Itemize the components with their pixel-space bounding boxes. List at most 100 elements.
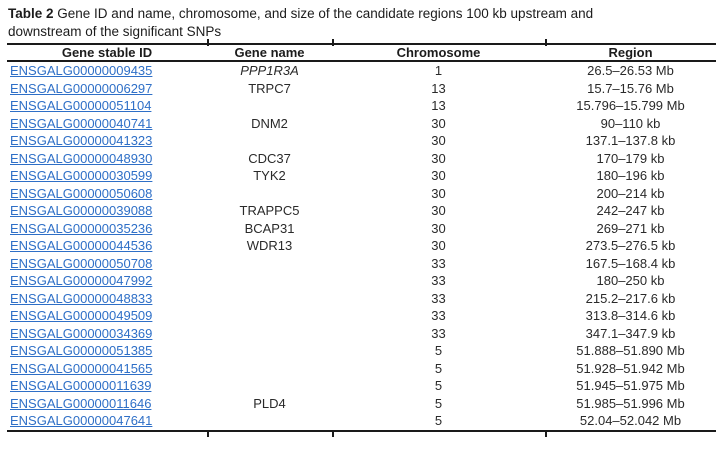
gene-id-cell: ENSGALG00000044536 [7, 237, 207, 255]
gene-id-link[interactable]: ENSGALG00000011639 [10, 378, 152, 393]
column-header-region: Region [545, 43, 716, 62]
chromosome-cell: 30 [431, 238, 446, 253]
gene-id-link[interactable]: ENSGALG00000011646 [10, 395, 152, 411]
table-caption: Table 2 Gene ID and name, chromosome, an… [8, 5, 716, 40]
gene-id-cell: ENSGALG00000009435 [7, 61, 207, 80]
table-row: ENSGALG00000009435 PPP1R3A 1 26.5–26.53 … [7, 61, 716, 80]
gene-id-link[interactable]: ENSGALG00000051385 [10, 343, 153, 358]
region-cell: 242–247 kb [596, 203, 665, 218]
column-divider-tick [332, 39, 334, 46]
gene-name-cell [207, 307, 332, 325]
table-row: ENSGALG00000035236 BCAP31 30 269–271 kb [7, 220, 716, 238]
chromosome-cell: 33 [431, 290, 446, 306]
gene-id-cell: ENSGALG00000011639 [7, 377, 207, 395]
chromosome-cell: 5 [434, 378, 443, 393]
chromosome-cell: 30 [431, 168, 446, 183]
chromosome-cell: 30 [431, 115, 446, 131]
gene-id-cell: ENSGALG00000048930 [7, 150, 207, 168]
gene-id-link[interactable]: ENSGALG00000009435 [10, 63, 153, 78]
gene-id-link[interactable]: ENSGALG00000035236 [10, 220, 153, 236]
gene-id-link[interactable]: ENSGALG00000047992 [10, 273, 153, 288]
gene-id-cell: ENSGALG00000051104 [7, 97, 207, 115]
column-header-gene-name: Gene name [207, 43, 332, 62]
chromosome-cell: 33 [431, 325, 446, 341]
table-row: ENSGALG00000006297 TRPC7 13 15.7–15.76 M… [7, 80, 716, 98]
region-cell: 51.928–51.942 Mb [576, 360, 685, 376]
chromosome-cell: 5 [434, 413, 443, 428]
gene-id-cell: ENSGALG00000048833 [7, 290, 207, 308]
table-row: ENSGALG00000011646 PLD4 5 51.985–51.996 … [7, 395, 716, 413]
table-row: ENSGALG00000049509 33 313.8–314.6 kb [7, 307, 716, 325]
gene-id-cell: ENSGALG00000034369 [7, 325, 207, 343]
column-header-chromosome: Chromosome [332, 43, 545, 62]
table-caption-label: Table 2 [8, 6, 54, 21]
gene-id-link[interactable]: ENSGALG00000041565 [10, 360, 153, 376]
gene-id-link[interactable]: ENSGALG00000034369 [10, 325, 153, 341]
candidate-regions-table: Gene stable ID Gene name Chromosome Regi… [7, 43, 716, 432]
table-body: ENSGALG00000009435 PPP1R3A 1 26.5–26.53 … [7, 61, 716, 431]
table-row: ENSGALG00000041323 30 137.1–137.8 kb [7, 132, 716, 150]
table-row: ENSGALG00000050708 33 167.5–168.4 kb [7, 255, 716, 273]
gene-id-link[interactable]: ENSGALG00000041323 [10, 133, 153, 148]
region-cell: 26.5–26.53 Mb [587, 63, 674, 78]
column-divider-tick [545, 431, 547, 437]
gene-id-link[interactable]: ENSGALG00000048930 [10, 150, 153, 166]
chromosome-cell: 5 [434, 395, 443, 411]
gene-name-cell: TRPC7 [248, 80, 291, 96]
gene-id-link[interactable]: ENSGALG00000049509 [10, 308, 153, 323]
gene-id-link[interactable]: ENSGALG00000030599 [10, 168, 153, 183]
candidate-regions-table-wrap: Gene stable ID Gene name Chromosome Regi… [7, 39, 716, 437]
region-cell: 215.2–217.6 kb [585, 290, 676, 306]
gene-id-link[interactable]: ENSGALG00000048833 [10, 290, 153, 306]
region-cell: 15.7–15.76 Mb [587, 80, 674, 96]
table-caption-text-line2: downstream of the significant SNPs [8, 23, 222, 39]
table-row: ENSGALG00000047641 5 52.04–52.042 Mb [7, 412, 716, 431]
gene-name-cell: PPP1R3A [240, 63, 299, 78]
gene-id-link[interactable]: ENSGALG00000039088 [10, 203, 153, 218]
chromosome-cell: 30 [431, 203, 446, 218]
region-cell: 51.888–51.890 Mb [576, 343, 685, 358]
column-divider-tick [332, 431, 334, 437]
gene-id-cell: ENSGALG00000040741 [7, 115, 207, 133]
region-cell: 15.796–15.799 Mb [576, 98, 685, 113]
gene-id-cell: ENSGALG00000041565 [7, 360, 207, 378]
gene-name-cell: DNM2 [251, 115, 288, 131]
region-cell: 90–110 kb [600, 115, 661, 131]
region-cell: 51.985–51.996 Mb [576, 395, 685, 411]
gene-name-cell [207, 325, 332, 343]
region-cell: 347.1–347.9 kb [585, 325, 676, 341]
document-page: Table 2 Gene ID and name, chromosome, an… [0, 5, 723, 451]
gene-id-link[interactable]: ENSGALG00000044536 [10, 238, 153, 253]
gene-name-cell [207, 377, 332, 395]
gene-id-cell: ENSGALG00000050608 [7, 185, 207, 203]
table-row: ENSGALG00000030599 TYK2 30 180–196 kb [7, 167, 716, 185]
region-cell: 313.8–314.6 kb [585, 308, 676, 323]
gene-id-link[interactable]: ENSGALG00000006297 [10, 80, 153, 96]
gene-id-cell: ENSGALG00000030599 [7, 167, 207, 185]
gene-id-link[interactable]: ENSGALG00000050708 [10, 255, 153, 271]
chromosome-cell: 1 [434, 63, 443, 78]
gene-id-cell: ENSGALG00000047992 [7, 272, 207, 290]
column-header-gene-stable-id: Gene stable ID [7, 43, 207, 62]
table-row: ENSGALG00000051385 5 51.888–51.890 Mb [7, 342, 716, 360]
chromosome-cell: 30 [431, 220, 446, 236]
gene-id-link[interactable]: ENSGALG00000050608 [10, 185, 153, 201]
column-divider-tick [207, 39, 209, 46]
gene-name-cell: PLD4 [253, 395, 286, 411]
gene-id-link[interactable]: ENSGALG00000047641 [10, 413, 153, 428]
region-cell: 273.5–276.5 kb [585, 238, 676, 253]
gene-name-cell [207, 255, 332, 273]
table-caption-text-line1: Gene ID and name, chromosome, and size o… [53, 6, 594, 21]
gene-id-link[interactable]: ENSGALG00000051104 [10, 98, 152, 113]
chromosome-cell: 13 [431, 80, 446, 96]
gene-name-cell [207, 360, 332, 378]
gene-name-cell [207, 132, 332, 150]
table-row: ENSGALG00000039088 TRAPPC5 30 242–247 kb [7, 202, 716, 220]
gene-id-link[interactable]: ENSGALG00000040741 [10, 115, 153, 131]
chromosome-cell: 30 [431, 185, 446, 201]
gene-name-cell: CDC37 [248, 150, 291, 166]
chromosome-cell: 33 [431, 308, 446, 323]
gene-id-cell: ENSGALG00000049509 [7, 307, 207, 325]
gene-name-cell: TYK2 [253, 168, 286, 183]
gene-name-cell [207, 290, 332, 308]
